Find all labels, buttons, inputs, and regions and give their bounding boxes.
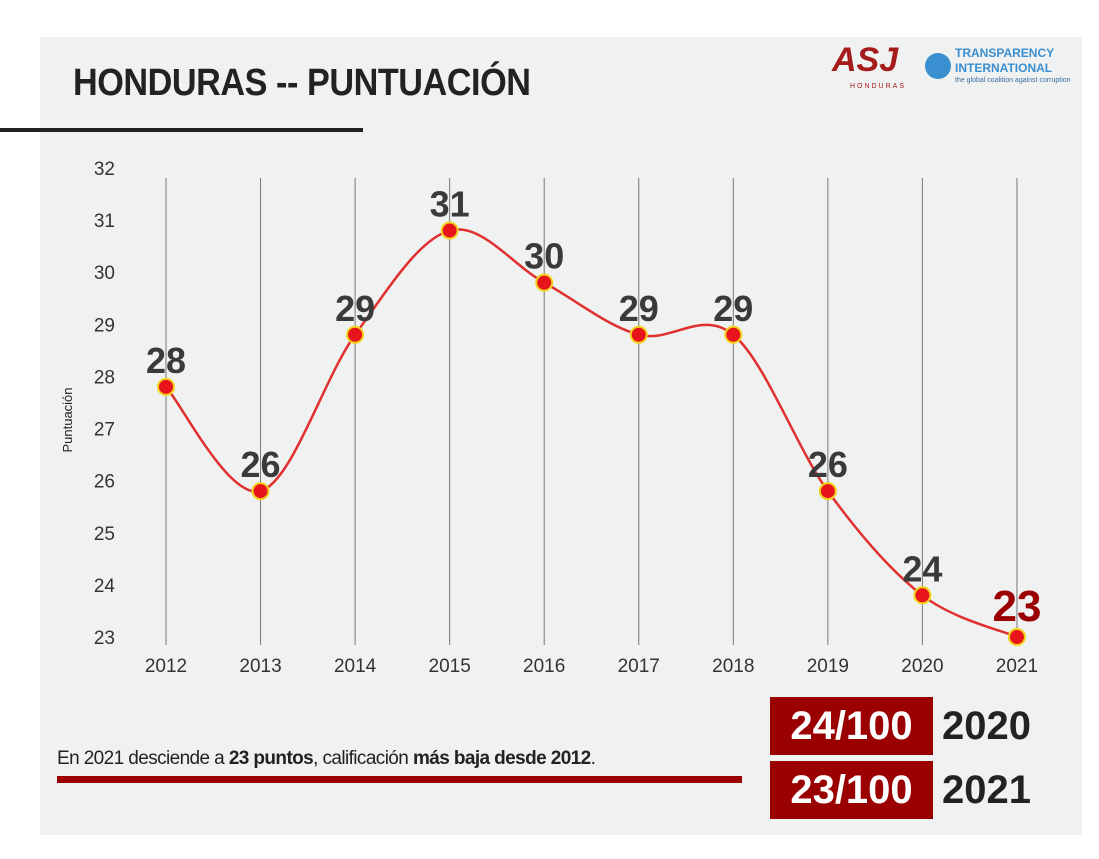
y-tick-label: 31 <box>94 211 115 232</box>
ti-line2: INTERNATIONAL <box>955 61 1053 75</box>
data-label: 26 <box>808 444 848 485</box>
data-point <box>251 482 270 501</box>
data-label: 29 <box>335 288 375 329</box>
data-point <box>818 482 837 501</box>
data-point <box>535 273 554 292</box>
data-label: 24 <box>902 548 942 589</box>
footnote-bold: más baja desde 2012 <box>412 748 591 769</box>
score-year-2020: 2020 <box>942 704 1031 748</box>
data-point <box>1007 628 1026 646</box>
y-tick-label: 28 <box>94 367 115 388</box>
y-tick-label: 27 <box>94 420 115 441</box>
score-year-2021: 2021 <box>942 768 1031 812</box>
x-tick-label: 2021 <box>996 656 1038 677</box>
x-tick-label: 2019 <box>807 656 849 677</box>
footnote-underline <box>57 776 742 783</box>
y-tick-label: 25 <box>94 524 115 545</box>
asj-logo-text: ASJ <box>832 41 899 79</box>
x-tick-label: 2017 <box>618 656 660 677</box>
x-tick-label: 2012 <box>145 656 187 677</box>
y-tick-label: 26 <box>94 472 115 493</box>
asj-logo: ASJ HONDURAS <box>832 40 906 96</box>
score-badge-2020: 24/100 <box>770 697 933 755</box>
score-badge-2021: 23/100 <box>770 761 933 819</box>
y-tick-label: 30 <box>94 263 115 284</box>
x-tick-label: 2015 <box>429 656 471 677</box>
title-underline <box>0 128 363 132</box>
footnote-text: . <box>590 748 596 769</box>
data-point <box>157 377 175 396</box>
transparency-international-logo: TRANSPARENCY INTERNATIONAL the global co… <box>925 46 1071 86</box>
x-tick-label: 2014 <box>334 656 377 677</box>
data-label: 29 <box>619 288 659 329</box>
data-label: 30 <box>524 236 564 277</box>
footnote: En 2021 desciende a 23 puntos, calificac… <box>57 747 596 771</box>
y-axis-label: Puntuación <box>60 387 75 452</box>
ti-line1: TRANSPARENCY <box>955 46 1055 60</box>
y-tick-label: 32 <box>94 159 115 180</box>
data-label: 28 <box>146 340 186 381</box>
asj-logo-sub: HONDURAS <box>849 83 906 90</box>
data-point <box>913 586 932 605</box>
data-point <box>629 325 648 344</box>
x-tick-label: 2013 <box>239 656 281 677</box>
x-tick-label: 2016 <box>523 656 565 677</box>
x-tick-label: 2018 <box>712 656 754 677</box>
data-label: 23 <box>992 582 1041 631</box>
ti-tagline: the global coalition against corruption <box>955 77 1071 84</box>
y-tick-label: 29 <box>94 315 115 336</box>
y-tick-label: 24 <box>94 576 116 597</box>
page-title: HONDURAS -- PUNTUACIÓN <box>73 62 531 104</box>
footnote-text: En 2021 desciende a <box>57 748 229 769</box>
footnote-text: , calificación <box>313 748 413 769</box>
data-point <box>346 325 365 344</box>
data-point <box>724 325 743 344</box>
data-label: 26 <box>241 444 281 485</box>
data-point <box>440 221 459 240</box>
globe-icon <box>925 53 951 79</box>
x-tick-label: 2020 <box>901 656 943 677</box>
series-line <box>165 228 1018 639</box>
footnote-bold: 23 puntos <box>228 748 314 769</box>
y-tick-label: 23 <box>94 628 115 649</box>
data-label: 29 <box>713 288 753 329</box>
data-label: 31 <box>430 184 470 225</box>
